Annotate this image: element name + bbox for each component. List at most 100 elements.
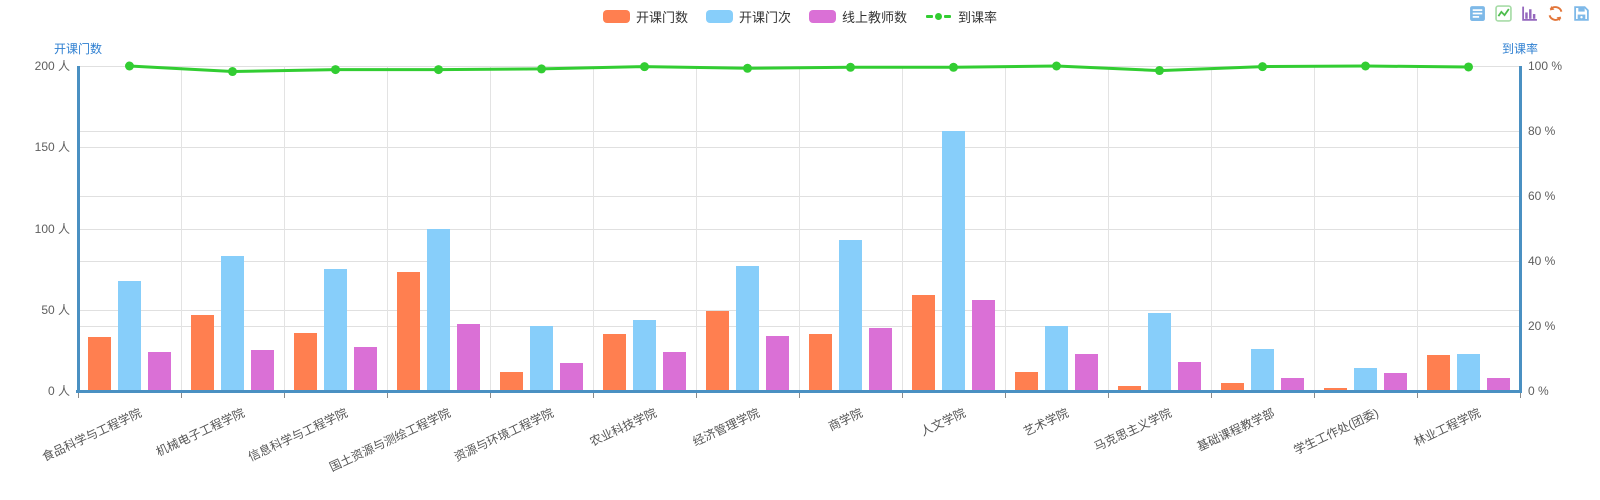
bar-series3-cat5[interactable] [560, 363, 583, 391]
x-axis-tick [799, 393, 800, 398]
bar-series1-cat4[interactable] [397, 272, 420, 391]
v-gridline [593, 66, 594, 391]
bar-series1-cat7[interactable] [706, 311, 729, 391]
v-gridline [696, 66, 697, 391]
x-axis-label: 食品科学与工程学院 [40, 405, 145, 465]
left-y-axis-line [76, 66, 80, 391]
legend-item-3[interactable]: 线上教师数 [809, 7, 907, 26]
line-data-point [949, 62, 958, 72]
legend-bar-swatch [809, 10, 836, 23]
bar-series2-cat4[interactable] [427, 228, 450, 391]
x-axis-tick [1520, 393, 1521, 398]
bar-series1-cat6[interactable] [603, 334, 626, 391]
right-axis-tick-label: 0 % [1528, 384, 1549, 398]
bar-series2-cat2[interactable] [221, 256, 244, 391]
right-y-axis-line [1518, 66, 1522, 391]
x-axis-label: 机械电子工程学院 [154, 405, 248, 460]
bar-series2-cat1[interactable] [118, 280, 141, 391]
x-axis-line [76, 389, 1522, 393]
v-gridline [1417, 66, 1418, 391]
bar-series1-cat13[interactable] [1324, 387, 1347, 391]
bar-series1-cat10[interactable] [1015, 371, 1038, 391]
v-gridline [1211, 66, 1212, 391]
line-data-point [434, 65, 443, 75]
bar-series3-cat7[interactable] [766, 335, 789, 391]
legend-label: 开课门数 [635, 10, 688, 25]
bar-series3-cat12[interactable] [1281, 378, 1304, 391]
x-axis-label: 人文学院 [918, 405, 969, 439]
x-axis-label: 基础课程教学部 [1195, 405, 1278, 455]
x-axis-tick [284, 393, 285, 398]
legend-item-2[interactable]: 开课门次 [705, 7, 791, 26]
bar-series1-cat3[interactable] [294, 332, 317, 391]
x-axis-tick [1211, 393, 1212, 398]
v-gridline [387, 66, 388, 391]
bar-series3-cat1[interactable] [148, 352, 171, 391]
bar-series2-cat13[interactable] [1354, 368, 1377, 391]
bar-series2-cat8[interactable] [839, 239, 862, 391]
bar-series1-cat9[interactable] [912, 295, 935, 391]
switch-to-bar-chart-icon[interactable] [1521, 5, 1538, 22]
legend-item-4[interactable]: 到课率 [925, 7, 997, 26]
legend-swatch-dash [944, 15, 952, 18]
bar-series3-cat11[interactable] [1178, 361, 1201, 391]
bar-series2-cat7[interactable] [736, 265, 759, 391]
legend-item-1[interactable]: 开课门数 [602, 7, 688, 26]
x-axis-tick [1314, 393, 1315, 398]
left-axis-tick-label: 200 人 [34, 59, 70, 73]
legend: 开课门数 开课门次 线上教师数 到课率 [0, 7, 1600, 26]
bar-series1-cat5[interactable] [500, 371, 523, 391]
bar-series3-cat13[interactable] [1384, 373, 1407, 391]
bar-series1-cat8[interactable] [809, 334, 832, 391]
left-axis-tick-label: 50 人 [41, 302, 70, 317]
bar-series2-cat6[interactable] [633, 319, 656, 391]
line-data-point [1155, 66, 1164, 76]
bar-series3-cat9[interactable] [972, 300, 995, 391]
x-axis-label: 艺术学院 [1021, 405, 1072, 439]
v-gridline [1005, 66, 1006, 391]
legend-swatch-dash [926, 15, 934, 18]
bar-series1-cat2[interactable] [191, 314, 214, 391]
bar-series3-cat2[interactable] [251, 350, 274, 391]
v-gridline [902, 66, 903, 391]
bar-series1-cat11[interactable] [1118, 386, 1141, 391]
left-axis-tick-label: 0 人 [47, 384, 70, 398]
switch-to-line-chart-icon[interactable] [1495, 5, 1512, 22]
bar-series2-cat11[interactable] [1148, 313, 1171, 391]
x-axis-label: 林业工程学院 [1412, 405, 1484, 449]
bar-series3-cat4[interactable] [457, 324, 480, 391]
line-data-point [125, 61, 134, 71]
bar-series2-cat10[interactable] [1045, 326, 1068, 391]
x-axis-tick [902, 393, 903, 398]
legend-line-swatch [925, 10, 952, 23]
right-axis-tick-label: 20 % [1528, 319, 1556, 333]
bar-series2-cat12[interactable] [1251, 348, 1274, 391]
bar-series2-cat5[interactable] [530, 326, 553, 391]
x-axis-label: 学生工作处(团委) [1290, 405, 1381, 458]
bar-series2-cat14[interactable] [1457, 353, 1480, 391]
x-axis-tick [490, 393, 491, 398]
bar-series1-cat1[interactable] [88, 337, 111, 391]
bar-series3-cat10[interactable] [1075, 353, 1098, 391]
v-gridline [181, 66, 182, 391]
save-as-image-icon[interactable] [1573, 5, 1590, 22]
bar-series2-cat3[interactable] [324, 269, 347, 391]
data-view-icon[interactable] [1469, 5, 1486, 22]
right-axis-tick-label: 100 % [1528, 59, 1563, 73]
right-axis-title: 到课率 [1501, 42, 1538, 56]
restore-icon[interactable] [1547, 5, 1564, 22]
line-data-point [743, 63, 752, 73]
x-axis-tick [181, 393, 182, 398]
bar-series1-cat12[interactable] [1221, 382, 1244, 391]
bar-series2-cat9[interactable] [942, 131, 965, 391]
left-axis-tick-label: 100 人 [34, 221, 70, 236]
bar-series3-cat8[interactable] [869, 327, 892, 391]
bar-series3-cat6[interactable] [663, 352, 686, 391]
bar-series3-cat3[interactable] [354, 347, 377, 391]
x-axis-label: 农业科技学院 [588, 405, 660, 449]
bar-series3-cat14[interactable] [1487, 378, 1510, 391]
x-axis-tick [696, 393, 697, 398]
x-axis-tick [1108, 393, 1109, 398]
bar-series1-cat14[interactable] [1427, 355, 1450, 391]
